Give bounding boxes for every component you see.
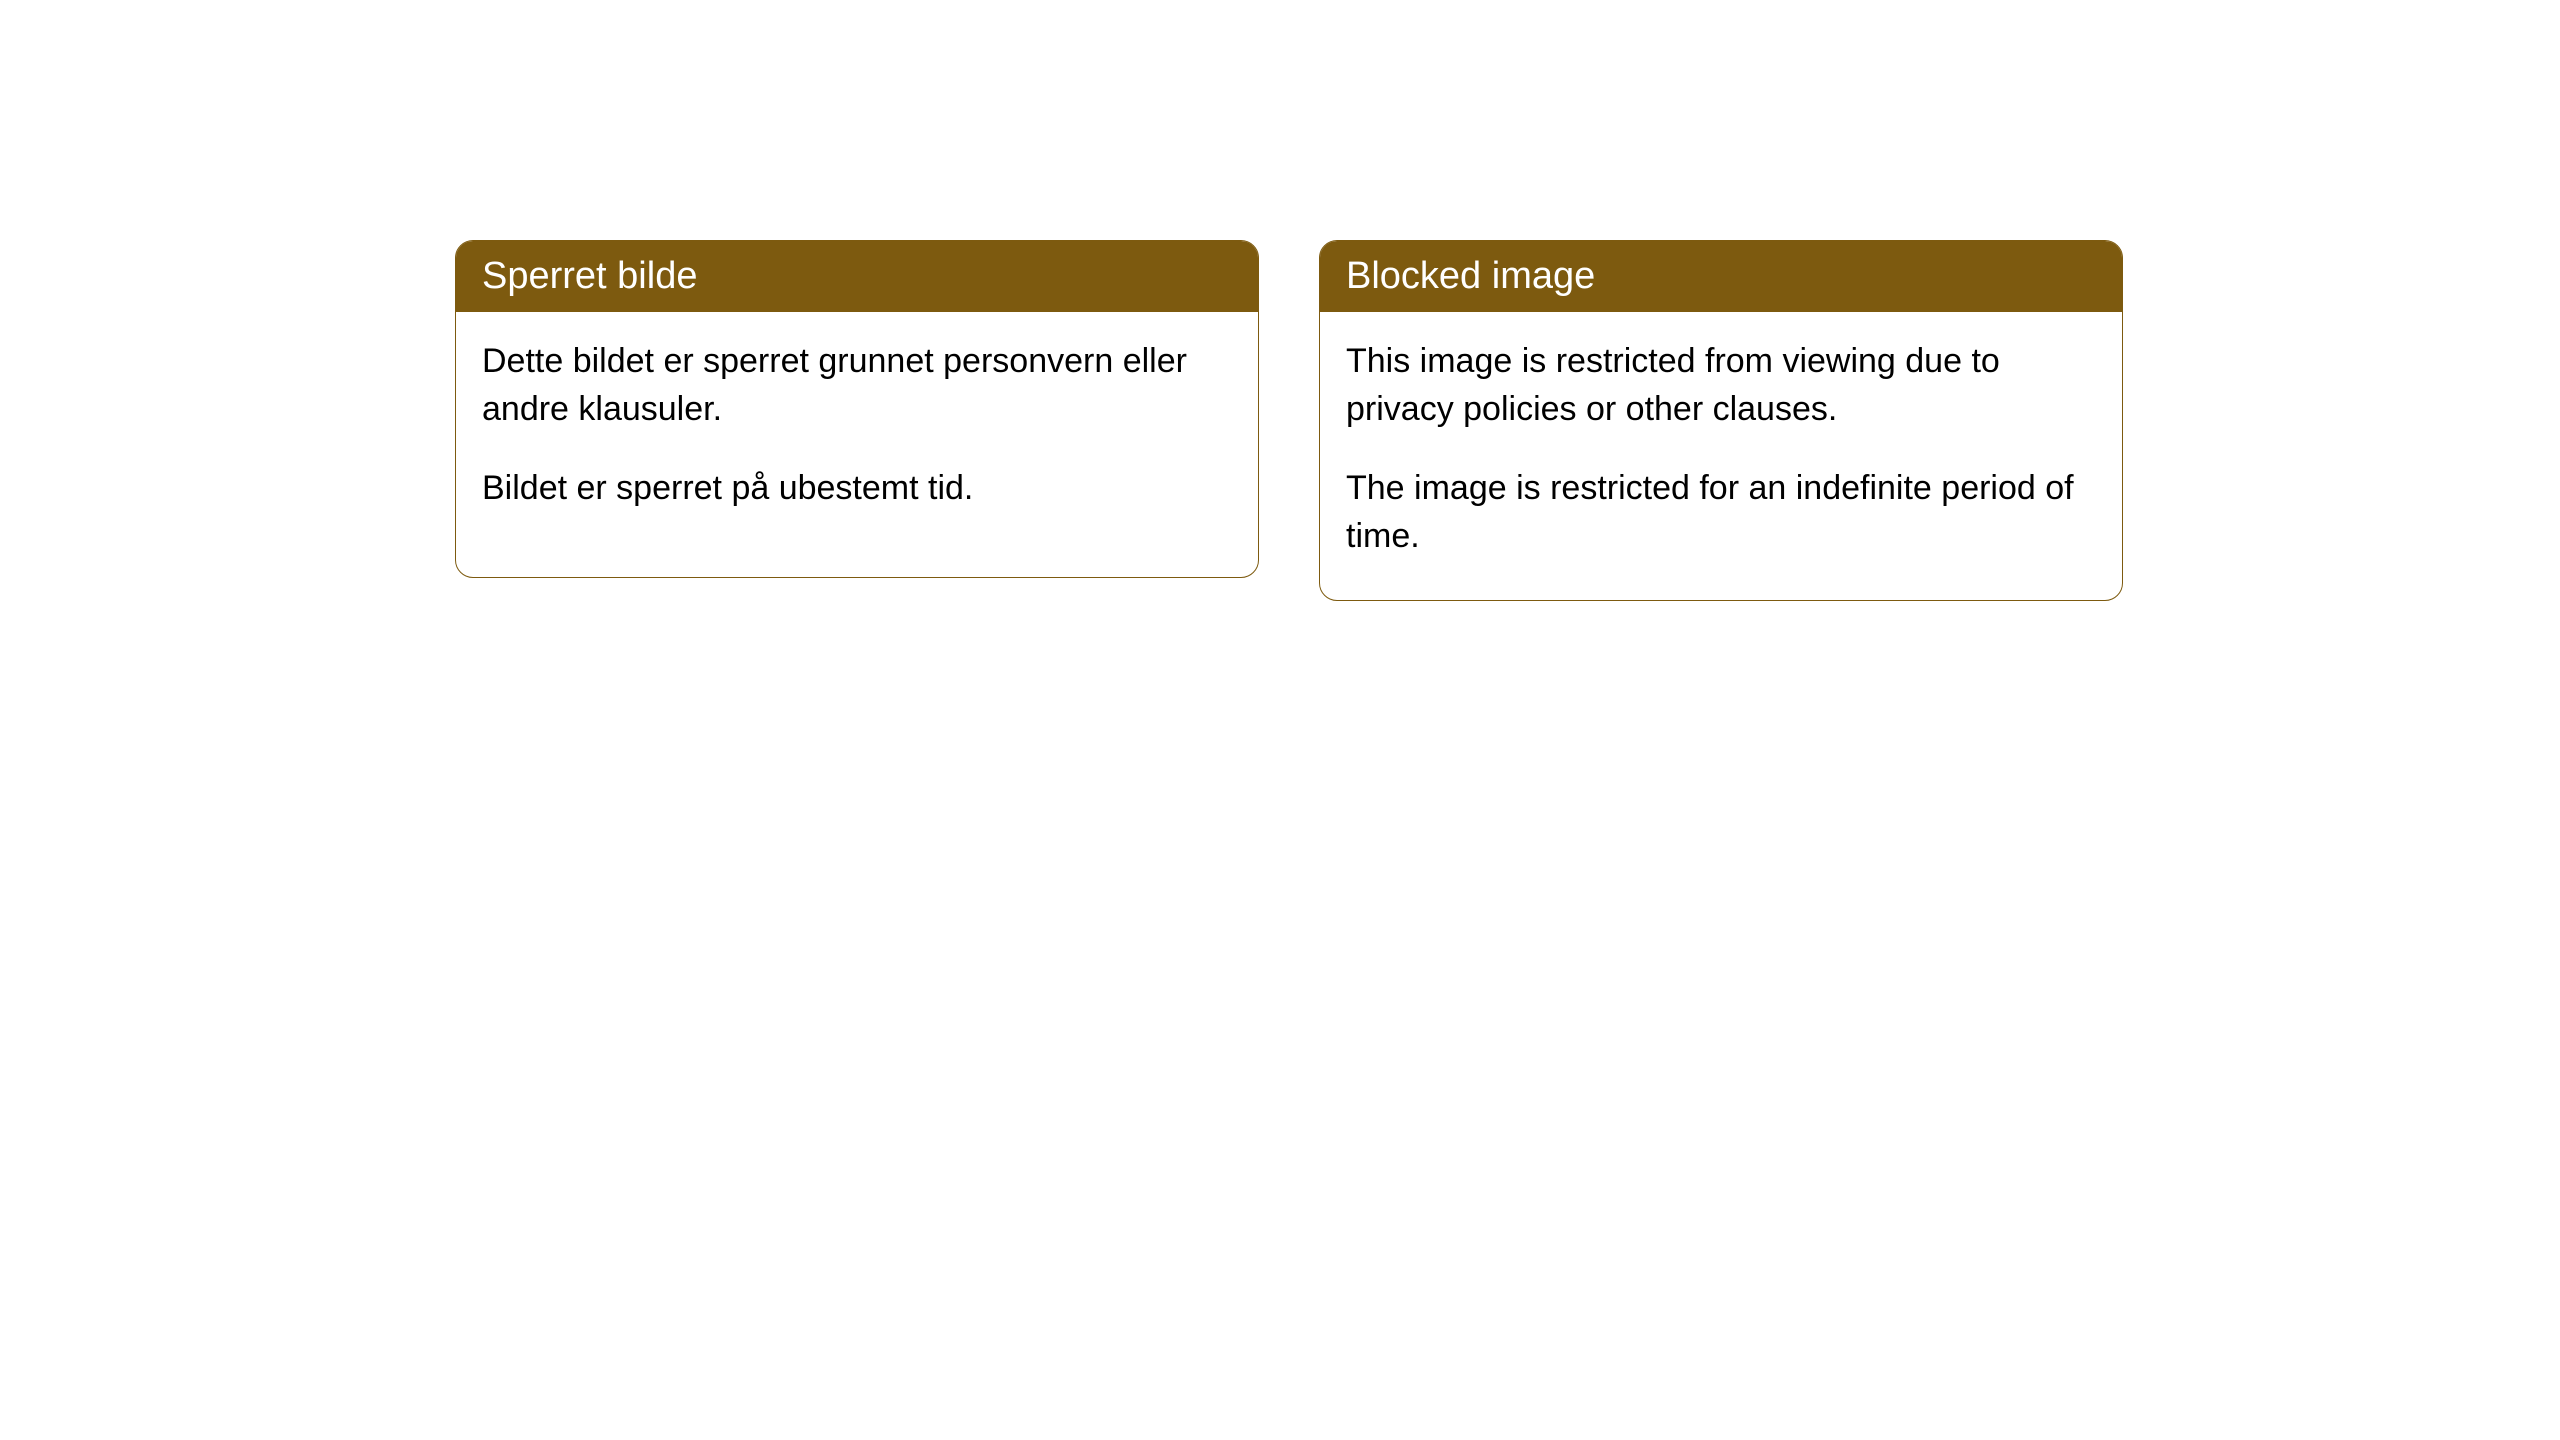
card-title-english: Blocked image (1346, 255, 1595, 297)
card-body-english: This image is restricted from viewing du… (1320, 312, 2122, 600)
card-body-norwegian: Dette bildet er sperret grunnet personve… (456, 312, 1258, 577)
card-paragraph2-norwegian: Bildet er sperret på ubestemt tid. (482, 465, 1232, 513)
card-paragraph1-english: This image is restricted from viewing du… (1346, 338, 2096, 433)
blocked-image-card-norwegian: Sperret bilde Dette bildet er sperret gr… (455, 240, 1259, 578)
blocked-image-card-english: Blocked image This image is restricted f… (1319, 240, 2123, 601)
card-paragraph2-english: The image is restricted for an indefinit… (1346, 465, 2096, 560)
card-paragraph1-norwegian: Dette bildet er sperret grunnet personve… (482, 338, 1232, 433)
card-header-norwegian: Sperret bilde (456, 241, 1258, 312)
card-title-norwegian: Sperret bilde (482, 255, 697, 297)
card-header-english: Blocked image (1320, 241, 2122, 312)
